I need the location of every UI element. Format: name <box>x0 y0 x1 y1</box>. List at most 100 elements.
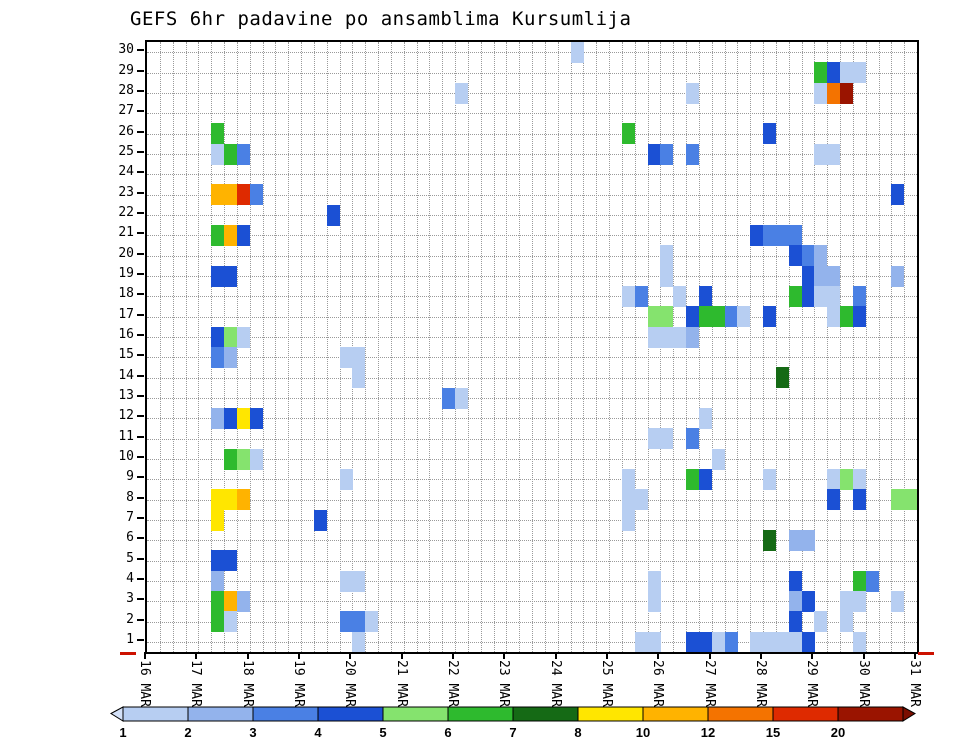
x-tick <box>298 652 300 659</box>
heatmap-cell <box>660 143 674 165</box>
heatmap-cell <box>840 306 853 328</box>
y-tick <box>137 354 144 357</box>
row-gridline <box>147 275 917 277</box>
y-tick <box>137 69 144 72</box>
colorbar-boundary-label: 15 <box>766 725 780 740</box>
day-gridline <box>198 42 200 652</box>
y-tick <box>137 333 144 336</box>
heatmap-cell <box>352 611 366 633</box>
heatmap-cell <box>852 489 866 511</box>
heatmap-cell <box>352 570 366 592</box>
day-gridline <box>249 42 251 652</box>
heatmap-cell <box>621 123 635 145</box>
row-gridline <box>147 540 917 542</box>
y-tick <box>137 49 144 52</box>
step-gridline <box>788 42 790 652</box>
heatmap-cell <box>621 286 635 307</box>
heatmap-cell <box>570 42 584 63</box>
y-tick-label: 7 <box>126 509 134 525</box>
row-gridline <box>147 113 917 115</box>
y-tick-label: 19 <box>118 265 134 281</box>
heatmap-cell <box>236 184 250 206</box>
heatmap-cell <box>339 347 353 368</box>
x-tick-label: 28 MAR <box>753 660 768 707</box>
heatmap-cell <box>211 550 225 572</box>
step-gridline <box>775 42 777 652</box>
axis-end-marker-right <box>918 652 934 655</box>
heatmap-cell <box>814 245 828 267</box>
heatmap-cell <box>224 591 237 612</box>
heatmap-cell <box>827 469 841 490</box>
row-gridline <box>147 621 917 623</box>
heatmap-cell <box>801 265 815 287</box>
step-gridline <box>827 42 829 652</box>
y-tick <box>137 293 144 296</box>
heatmap-cell <box>224 265 237 287</box>
colorbar-boundary-label: 20 <box>831 725 845 740</box>
day-gridline <box>865 42 867 652</box>
heatmap-cell <box>224 347 237 368</box>
heatmap-cell <box>788 286 802 307</box>
heatmap-cell <box>763 306 776 328</box>
step-gridline <box>698 42 700 652</box>
step-gridline <box>596 42 598 652</box>
day-gridline <box>455 42 456 652</box>
heatmap-cell <box>455 387 468 409</box>
heatmap-cell <box>801 245 815 267</box>
heatmap-cell <box>673 286 687 307</box>
row-gridline <box>147 214 917 216</box>
step-gridline <box>429 42 431 652</box>
y-tick <box>137 618 144 621</box>
heatmap-cell <box>788 245 802 267</box>
heatmap-cell <box>224 448 237 470</box>
heatmap-cell <box>814 265 828 287</box>
heatmap-cell <box>647 570 661 592</box>
heatmap-cell <box>904 489 917 511</box>
x-tick <box>503 652 506 659</box>
heatmap-cell <box>224 550 237 572</box>
x-tick-label: 31 MAR <box>907 660 922 707</box>
plot-area <box>145 40 919 654</box>
row-gridline <box>147 153 917 155</box>
heatmap-cell <box>339 570 353 592</box>
heatmap-cell <box>827 286 841 307</box>
y-tick-label: 15 <box>118 347 134 363</box>
x-tick <box>811 652 814 659</box>
x-tick-label: 23 MAR <box>496 660 512 707</box>
heatmap-cell <box>891 265 905 287</box>
heatmap-cell <box>814 143 828 165</box>
colorbar-boundary-label: 8 <box>574 725 581 740</box>
day-gridline <box>763 42 764 652</box>
step-gridline <box>532 42 533 652</box>
heatmap-cell <box>827 82 841 104</box>
heatmap-cell <box>840 62 853 84</box>
heatmap-cell <box>352 631 366 652</box>
colorbar-boundary-label: 2 <box>184 725 191 740</box>
y-tick <box>137 496 144 499</box>
y-tick-label: 10 <box>118 448 134 464</box>
day-gridline <box>609 42 610 652</box>
heatmap-cell <box>211 591 225 612</box>
heatmap-cell <box>852 570 866 592</box>
colorbar-boundary-label: 3 <box>249 725 256 740</box>
heatmap-cell <box>224 143 237 165</box>
x-tick <box>862 652 865 659</box>
y-tick-label: 20 <box>118 245 134 261</box>
heatmap-cell <box>788 570 802 592</box>
heatmap-cell <box>801 631 815 652</box>
x-tick <box>246 652 249 659</box>
heatmap-cell <box>236 448 250 470</box>
heatmap-cell <box>647 143 661 165</box>
row-gridline <box>147 316 917 318</box>
heatmap-cell <box>840 591 853 612</box>
colorbar-boundary-label: 5 <box>379 725 386 740</box>
colorbar-segment <box>252 706 319 722</box>
x-tick <box>400 652 403 659</box>
row-gridline <box>147 418 917 420</box>
x-tick-label: 21 MAR <box>393 660 409 707</box>
colorbar-segment <box>382 706 449 722</box>
step-gridline <box>493 42 495 652</box>
step-gridline <box>313 42 315 652</box>
step-gridline <box>519 42 521 652</box>
chart-title: GEFS 6hr padavine po ansamblima Kursumli… <box>130 8 632 30</box>
